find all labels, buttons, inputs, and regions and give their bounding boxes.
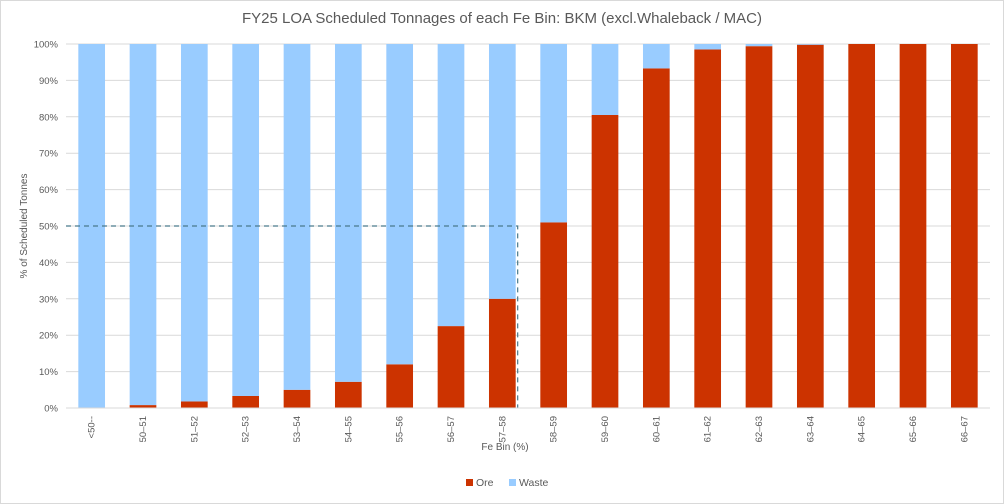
axes: 0% 10% 20% 30% 40% 50% 60% 70% 80% 90% 100% <50-- 50… bbox=[34, 40, 990, 442]
y-tick-label: 90% bbox=[39, 76, 59, 87]
y-tick-label: 50% bbox=[39, 222, 59, 233]
bar-ore bbox=[694, 49, 722, 409]
bar-ore bbox=[283, 389, 311, 408]
y-tick-label: 20% bbox=[39, 331, 59, 342]
bar-ore bbox=[540, 222, 568, 408]
x-tick-label: 66–67 bbox=[959, 416, 970, 442]
bar-ore bbox=[334, 381, 362, 408]
y-tick-label: 30% bbox=[39, 294, 59, 305]
bar-ore bbox=[745, 46, 773, 409]
bar-waste bbox=[591, 44, 619, 115]
x-tick-label: 50–51 bbox=[138, 416, 149, 442]
x-tick-label: 54–55 bbox=[343, 416, 354, 442]
bar-ore bbox=[180, 401, 208, 408]
y-tick-label: 100% bbox=[34, 40, 59, 51]
y-axis-title: % of Scheduled Tonnes bbox=[19, 174, 30, 279]
x-tick-label: 62–63 bbox=[754, 416, 765, 442]
bar-ore bbox=[899, 44, 927, 408]
bars bbox=[78, 44, 978, 409]
bar-waste bbox=[334, 44, 362, 382]
bar-waste bbox=[694, 44, 722, 50]
legend-swatch-ore bbox=[466, 479, 473, 486]
bar-waste bbox=[540, 44, 568, 223]
x-tick-label: 61–62 bbox=[703, 416, 714, 442]
legend-label-waste: Waste bbox=[519, 477, 549, 489]
legend-label-ore: Ore bbox=[476, 477, 494, 489]
bar-ore bbox=[950, 44, 978, 408]
bar-waste bbox=[437, 44, 465, 327]
bar-waste bbox=[642, 44, 670, 69]
bar-waste bbox=[386, 44, 414, 365]
y-tick-label: 0% bbox=[44, 404, 58, 415]
bar-waste bbox=[745, 44, 773, 47]
bar-ore bbox=[488, 298, 516, 408]
chart-title: FY25 LOA Scheduled Tonnages of each Fe B… bbox=[242, 10, 762, 27]
bar-waste bbox=[283, 44, 311, 390]
x-tick-label: 53–54 bbox=[292, 416, 303, 442]
x-tick-label: <50-- bbox=[87, 416, 98, 438]
legend: Ore Waste bbox=[466, 477, 549, 489]
x-tick-label: 60–61 bbox=[651, 416, 662, 442]
legend-swatch-waste bbox=[509, 479, 516, 486]
bar-ore bbox=[437, 326, 465, 408]
x-tick-label: 57–58 bbox=[497, 416, 508, 442]
bar-ore bbox=[129, 405, 157, 408]
x-tick-label: 56–57 bbox=[446, 416, 457, 442]
bar-ore bbox=[642, 68, 670, 408]
bar-waste bbox=[488, 44, 516, 299]
x-tick-label: 63–64 bbox=[805, 416, 816, 442]
x-axis-title: Fe Bin (%) bbox=[481, 442, 528, 453]
bar-waste bbox=[180, 44, 208, 402]
x-tick-label: 65–66 bbox=[908, 416, 919, 442]
bar-ore bbox=[848, 44, 876, 408]
y-tick-label: 60% bbox=[39, 185, 59, 196]
bar-ore bbox=[591, 114, 619, 408]
bar-ore bbox=[386, 364, 414, 408]
x-tick-label: 55–56 bbox=[395, 416, 406, 442]
threshold-line bbox=[66, 225, 519, 408]
y-tick-label: 80% bbox=[39, 112, 59, 123]
x-tick-label: 58–59 bbox=[549, 416, 560, 442]
bar-waste bbox=[78, 44, 106, 408]
y-tick-label: 40% bbox=[39, 258, 59, 269]
bar-waste bbox=[232, 44, 260, 396]
y-tick-label: 10% bbox=[39, 367, 59, 378]
bar-waste bbox=[129, 44, 157, 406]
x-tick-label: 59–60 bbox=[600, 416, 611, 442]
x-tick-label: 52–53 bbox=[241, 416, 252, 442]
y-tick-label: 70% bbox=[39, 149, 59, 160]
bar-waste bbox=[796, 44, 824, 45]
threshold-annotation bbox=[66, 225, 519, 408]
x-tick-label: 51–52 bbox=[189, 416, 200, 442]
x-tick-label: 64–65 bbox=[857, 416, 868, 442]
bar-ore bbox=[796, 44, 824, 409]
bar-ore bbox=[232, 395, 260, 408]
